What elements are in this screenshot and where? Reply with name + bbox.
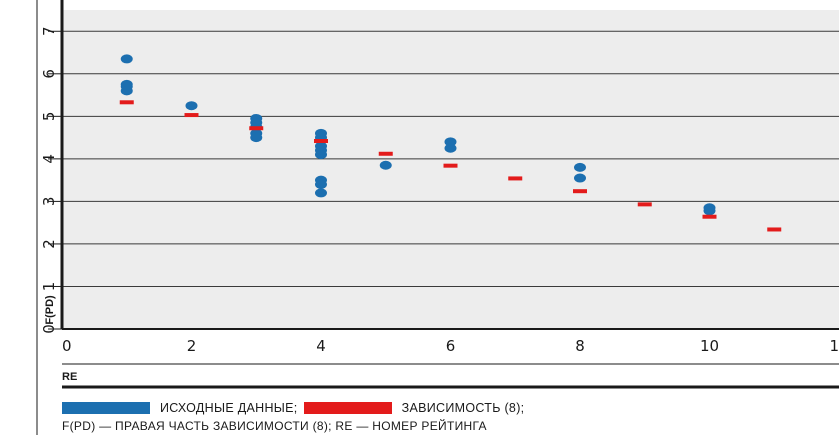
x-tick-label: 4 <box>316 337 326 355</box>
x-tick-label: 10 <box>700 337 719 355</box>
data-point-source <box>186 101 198 110</box>
x-tick-label: 0 <box>62 337 72 355</box>
plot-background <box>62 10 839 329</box>
data-point-dependency <box>508 176 522 180</box>
legend-swatch-dependency <box>304 402 392 414</box>
data-point-dependency <box>185 113 199 117</box>
data-point-dependency <box>638 202 652 206</box>
legend: ИСХОДНЫЕ ДАННЫЕ; ЗАВИСИМОСТЬ (8); <box>62 400 530 416</box>
x-tick-label: 6 <box>446 337 456 355</box>
data-point-source <box>121 54 133 63</box>
data-point-source <box>704 206 716 215</box>
data-point-dependency <box>379 152 393 156</box>
data-point-dependency <box>703 215 717 219</box>
data-point-source <box>315 180 327 189</box>
x-tick-label: 2 <box>187 337 197 355</box>
data-point-dependency <box>314 139 328 143</box>
y-axis-label: F(PD) <box>44 295 56 325</box>
data-point-dependency <box>767 227 781 231</box>
data-point-dependency <box>573 189 587 193</box>
data-point-source <box>380 161 392 170</box>
x-tick-label: 8 <box>575 337 585 355</box>
legend-label-source-data: ИСХОДНЫЕ ДАННЫЕ; <box>160 401 298 415</box>
data-point-source <box>315 188 327 197</box>
data-point-source <box>574 163 586 172</box>
data-point-dependency <box>444 164 458 168</box>
x-tick-label: 12 <box>829 337 839 355</box>
data-point-source <box>315 150 327 159</box>
data-point-dependency <box>249 126 263 130</box>
data-point-dependency <box>120 100 134 104</box>
data-point-source <box>574 174 586 183</box>
x-axis-label: RE <box>62 371 77 383</box>
footnote: F(PD) — ПРАВАЯ ЧАСТЬ ЗАВИСИМОСТИ (8); RE… <box>62 419 487 433</box>
data-point-source <box>250 133 262 142</box>
legend-label-dependency: ЗАВИСИМОСТЬ (8); <box>402 401 525 415</box>
data-point-source <box>121 86 133 95</box>
legend-swatch-source-data <box>62 402 150 414</box>
data-point-source <box>445 144 457 153</box>
